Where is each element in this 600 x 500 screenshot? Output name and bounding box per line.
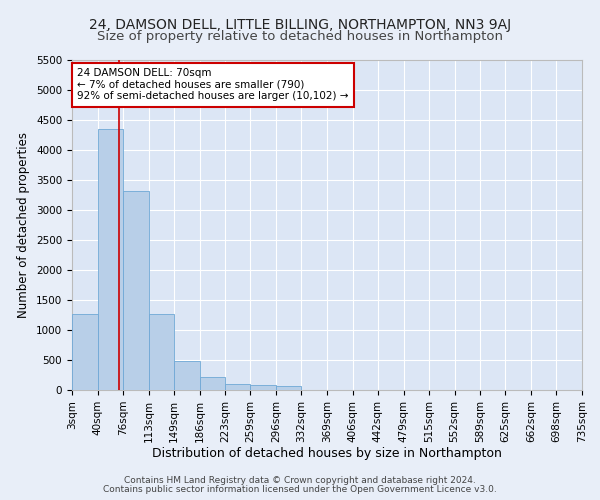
Bar (123, 192, 149, 390)
Bar (250, 385, 276, 390)
X-axis label: Distribution of detached houses by size in Northampton: Distribution of detached houses by size … (152, 448, 502, 460)
Bar (276, 386, 301, 390)
Text: Size of property relative to detached houses in Northampton: Size of property relative to detached ho… (97, 30, 503, 43)
Bar (98, 129, 123, 390)
Bar (72, 314, 98, 390)
Y-axis label: Number of detached properties: Number of detached properties (17, 132, 31, 318)
Bar (174, 360, 199, 390)
Bar (149, 314, 174, 390)
Text: 24 DAMSON DELL: 70sqm
← 7% of detached houses are smaller (790)
92% of semi-deta: 24 DAMSON DELL: 70sqm ← 7% of detached h… (77, 68, 349, 102)
Text: 24, DAMSON DELL, LITTLE BILLING, NORTHAMPTON, NN3 9AJ: 24, DAMSON DELL, LITTLE BILLING, NORTHAM… (89, 18, 511, 32)
Bar (199, 377, 225, 390)
Text: Contains HM Land Registry data © Crown copyright and database right 2024.: Contains HM Land Registry data © Crown c… (124, 476, 476, 485)
Text: Contains public sector information licensed under the Open Government Licence v3: Contains public sector information licen… (103, 485, 497, 494)
Bar (225, 384, 250, 390)
